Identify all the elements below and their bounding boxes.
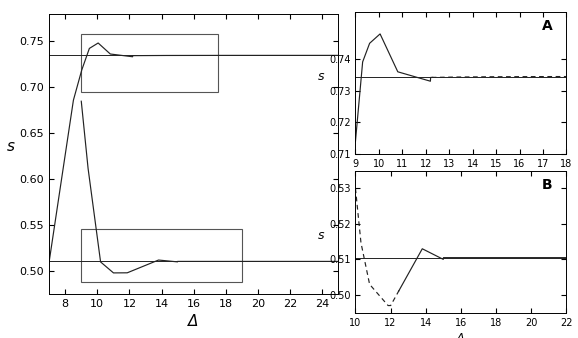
- Bar: [81, 34, 218, 92]
- Y-axis label: s: s: [317, 70, 324, 83]
- Bar: [81, 229, 242, 282]
- X-axis label: Δ: Δ: [457, 174, 465, 184]
- Y-axis label: s: s: [7, 139, 15, 154]
- X-axis label: Δ: Δ: [188, 314, 199, 330]
- Y-axis label: s: s: [317, 229, 324, 242]
- X-axis label: Δ: Δ: [457, 333, 465, 338]
- Text: A: A: [542, 19, 553, 33]
- Text: B: B: [542, 178, 553, 192]
